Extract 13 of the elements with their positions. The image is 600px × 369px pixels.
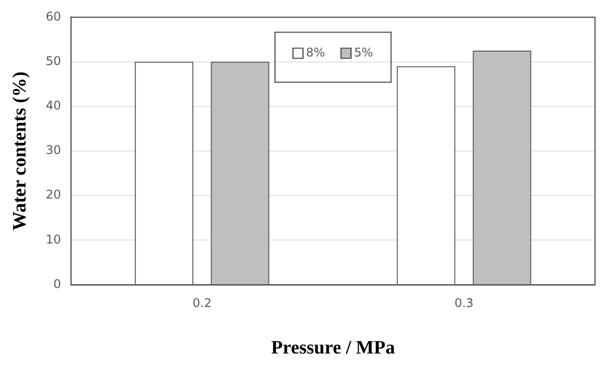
y-axis-title: Water contents (%): [9, 71, 30, 231]
y-tick-label: 40: [46, 98, 62, 113]
y-tick-label: 0: [53, 276, 62, 291]
x-tick-label: 0.3: [454, 296, 474, 310]
legend-label: 5%: [354, 45, 374, 60]
x-axis-title: Pressure / MPa: [271, 338, 396, 359]
y-tick-label: 10: [46, 232, 62, 246]
y-tick-label: 50: [46, 54, 62, 68]
y-tick-label: 30: [46, 143, 62, 158]
y-tick-label: 20: [46, 188, 62, 202]
y-tick-label: 60: [46, 9, 62, 24]
x-tick-label: 0.2: [192, 296, 212, 310]
legend-label: 8%: [306, 45, 326, 60]
